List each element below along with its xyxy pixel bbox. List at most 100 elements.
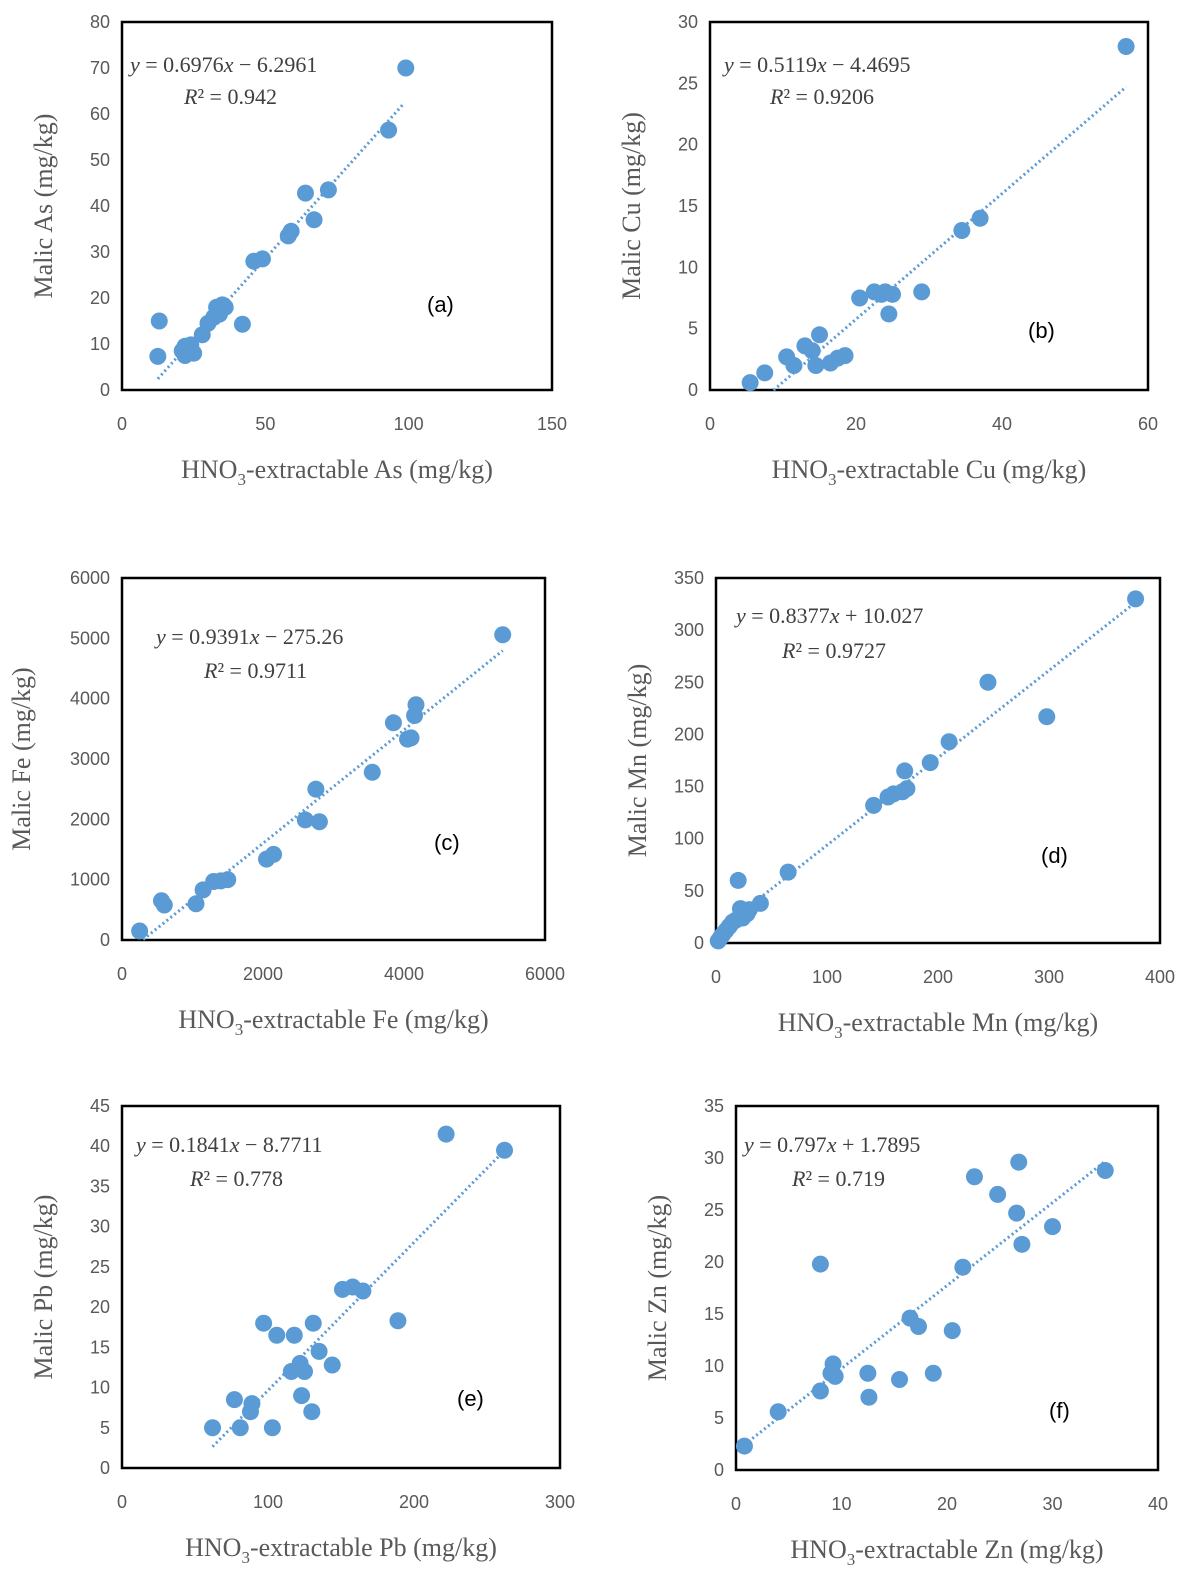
data-point [751, 894, 769, 912]
y-axis-label: Malic Zn (mg/kg) [643, 1195, 672, 1381]
panel-label: (d) [1041, 843, 1068, 868]
data-point [860, 1388, 878, 1406]
data-point [811, 1255, 829, 1273]
y-tick-label: 20 [704, 1252, 724, 1272]
data-point [785, 356, 803, 374]
x-tick-label: 200 [923, 967, 953, 987]
data-point [741, 374, 759, 392]
y-tick-label: 10 [90, 1378, 110, 1398]
data-point [303, 1403, 321, 1421]
panel-label: (a) [427, 292, 454, 317]
x-tick-label: 300 [545, 1492, 575, 1512]
y-tick-label: 30 [704, 1148, 724, 1168]
x-tick-label: 6000 [525, 964, 565, 984]
x-axis-label-subscript: 3 [235, 1020, 244, 1039]
y-tick-label: 35 [704, 1096, 724, 1116]
y-tick-label: 30 [90, 242, 110, 262]
data-point [811, 326, 828, 344]
y-tick-label: 30 [90, 1217, 110, 1237]
x-tick-label: 100 [394, 414, 424, 434]
y-tick-label: 300 [674, 620, 704, 640]
data-point [243, 1395, 261, 1413]
y-tick-label: 25 [678, 73, 698, 93]
x-tick-label: 20 [937, 1494, 957, 1514]
y-tick-label: 4000 [70, 689, 110, 709]
y-tick-label: 150 [674, 777, 704, 797]
r-squared: R² = 0.9711 [203, 658, 307, 683]
data-point [219, 871, 237, 889]
y-tick-label: 100 [674, 829, 704, 849]
data-point [310, 1342, 328, 1360]
data-point [265, 845, 283, 863]
x-tick-label: 30 [1042, 1494, 1062, 1514]
y-tick-label: 2000 [70, 809, 110, 829]
x-axis-label-rest: -extractable Fe (mg/kg) [243, 1005, 488, 1034]
chart-d: 0 100 200 300 400 0 50 100 150 200 250 300 350 HNO3-e… [623, 568, 1175, 1042]
y-tick-label: 50 [90, 150, 110, 170]
x-axis-label: HNO3-extractable As (mg/kg) [181, 455, 493, 489]
data-point [943, 1322, 961, 1340]
data-point [940, 733, 958, 751]
x-axis-label-rest: -extractable Zn (mg/kg) [855, 1535, 1103, 1564]
data-point [255, 1314, 273, 1332]
data-point [233, 315, 251, 333]
data-point [989, 1185, 1007, 1203]
y-tick-label: 0 [100, 1458, 110, 1478]
data-point [253, 250, 271, 268]
plot-frame [708, 20, 1150, 392]
data-point [437, 1125, 455, 1143]
data-point [305, 211, 323, 229]
data-point [397, 59, 415, 77]
y-tick-label: 0 [688, 380, 698, 400]
y-tick-label: 25 [90, 1257, 110, 1277]
data-point [155, 896, 173, 914]
x-tick-label: 2000 [243, 964, 283, 984]
data-point [496, 1141, 514, 1159]
data-point [1117, 38, 1135, 56]
data-point [910, 1317, 928, 1335]
x-tick-label: 0 [117, 1492, 127, 1512]
x-tick-label: 0 [117, 414, 127, 434]
x-axis-label-rest: -extractable As (mg/kg) [246, 455, 493, 484]
y-tick-label: 50 [684, 881, 704, 901]
y-tick-label: 15 [704, 1304, 724, 1324]
data-point [898, 780, 916, 798]
y-tick-label: 15 [678, 196, 698, 216]
data-point [851, 289, 869, 307]
data-point [293, 1387, 311, 1405]
x-axis-label: HNO3-extractable Fe (mg/kg) [178, 1005, 488, 1039]
y-tick-label: 70 [90, 58, 110, 78]
plot-frame [714, 576, 1162, 945]
data-point [954, 1258, 972, 1276]
data-point [204, 1419, 222, 1437]
data-point [769, 1403, 787, 1421]
y-tick-label: 10 [90, 334, 110, 354]
y-tick-label: 5000 [70, 628, 110, 648]
data-point [231, 1419, 249, 1437]
data-point [811, 1382, 829, 1400]
y-tick-label: 200 [674, 724, 704, 744]
data-point [913, 283, 931, 301]
data-point [729, 871, 747, 889]
y-tick-label: 0 [694, 933, 704, 953]
data-point [836, 347, 854, 365]
data-point [225, 1391, 243, 1409]
x-tick-label: 40 [1148, 1494, 1168, 1514]
data-point [779, 863, 797, 881]
data-point [282, 222, 300, 240]
x-tick-label: 100 [253, 1492, 283, 1512]
y-tick-label: 0 [714, 1460, 724, 1480]
x-tick-label: 60 [1138, 414, 1158, 434]
x-axis-label-subscript: 3 [828, 470, 837, 489]
data-point [296, 184, 314, 202]
data-point [1044, 1218, 1061, 1236]
data-point [310, 813, 328, 831]
y-tick-label: 10 [704, 1356, 724, 1376]
data-point [735, 1437, 753, 1455]
y-tick-label: 30 [678, 12, 698, 32]
x-axis-label-main: HNO [772, 455, 828, 484]
data-point [319, 181, 337, 199]
y-tick-label: 20 [678, 135, 698, 155]
x-axis-label-rest: -extractable Mn (mg/kg) [843, 1008, 1099, 1037]
